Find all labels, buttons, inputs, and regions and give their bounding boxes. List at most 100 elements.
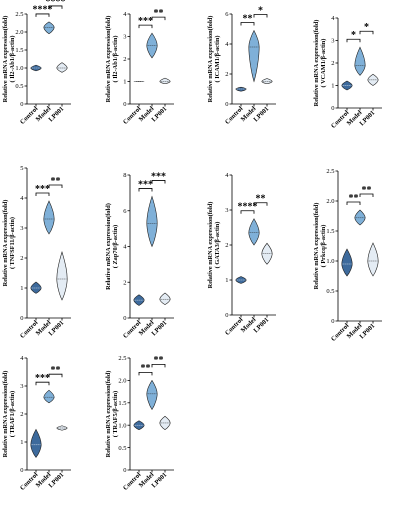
y-tick-label: 2.0: [326, 198, 334, 205]
violin-model: [44, 390, 54, 403]
significance-label: *: [351, 30, 356, 41]
y-tick-label: 0: [20, 101, 23, 108]
y-tick-label: 2.5: [15, 11, 23, 18]
y-axis-label: Relative mRNA expression(fold): [105, 203, 112, 290]
chart-panel: 00.51.01.52.02.5ControlModelLP001Relativ…: [313, 168, 382, 343]
y-tick-label: 2: [20, 255, 23, 262]
violin-lp001: [262, 79, 272, 84]
y-axis-label-gene: ( TNFSF11/β-actin): [9, 217, 16, 269]
y-tick-label: 1.0: [15, 65, 23, 72]
significance-label: ***: [35, 184, 50, 195]
x-category-label: LP001: [151, 471, 169, 489]
y-tick-label: 4: [20, 355, 24, 362]
violin-lp001: [160, 293, 170, 305]
x-category-label: LP001: [253, 316, 271, 334]
significance-label: **: [141, 363, 151, 374]
y-tick-label: 0: [123, 467, 126, 474]
y-tick-label: 3: [20, 383, 23, 390]
y-tick-label: 1: [225, 277, 228, 284]
y-tick-label: 0: [331, 105, 334, 112]
y-tick-label: 2: [225, 71, 228, 78]
y-tick-label: 2: [20, 411, 23, 418]
y-tick-label: 2.0: [15, 29, 23, 36]
significance-label: **: [362, 185, 372, 196]
violin-lp001: [368, 243, 378, 276]
violin-model: [44, 22, 54, 34]
x-category-label: LP001: [151, 105, 169, 123]
y-axis-label: Relative mRNA expression(fold): [313, 203, 320, 290]
y-tick-label: 0: [225, 312, 228, 319]
y-axis-label-gene: ( GATA3/β-actin): [214, 222, 221, 269]
significance-label: ****: [238, 202, 258, 213]
violin-lp001: [57, 252, 67, 300]
significance-label: ***: [138, 16, 153, 27]
violin-lp001: [57, 63, 67, 73]
y-axis-label-gene: ( Il2-Ab1/β-actin): [9, 36, 16, 83]
significance-label: *: [364, 22, 369, 33]
y-axis-label: Relative mRNA expression(fold): [207, 202, 214, 289]
y-axis-label: Relative mRNA expression(fold): [2, 371, 9, 458]
y-tick-label: 2: [225, 242, 228, 249]
y-tick-label: 0: [20, 315, 23, 322]
chart-panel: 00.51.01.52.02.5ControlModelLP001Relativ…: [2, 0, 71, 126]
x-category-label: LP001: [253, 105, 271, 123]
y-tick-label: 6: [225, 11, 229, 18]
y-tick-label: 4: [331, 15, 335, 22]
y-tick-label: 1: [123, 79, 126, 86]
y-axis-label-gene: ( TRAF5/β-actin): [112, 391, 119, 437]
violin-control: [31, 429, 41, 457]
x-category-label: LP001: [48, 105, 66, 123]
y-tick-label: 1.0: [118, 422, 126, 429]
violin-model: [147, 196, 157, 246]
y-tick-label: 8: [123, 172, 126, 179]
y-tick-label: 0.5: [118, 445, 126, 452]
y-tick-label: 1: [331, 83, 334, 90]
y-tick-label: 0: [225, 101, 228, 108]
significance-label: **: [51, 176, 61, 187]
y-tick-label: 4: [225, 41, 229, 48]
y-axis-label-gene: ( ICAM1/β-actin): [214, 36, 221, 83]
x-category-label: LP001: [359, 322, 377, 340]
y-tick-label: 3: [20, 225, 23, 232]
x-category-label: LP001: [48, 471, 66, 489]
y-tick-label: 0.5: [326, 288, 334, 295]
y-axis-label: Relative mRNA expression(fold): [105, 16, 112, 103]
y-axis-label-gene: ( Il2-Ab1/β-actin): [112, 36, 119, 83]
violin-model: [355, 47, 365, 75]
x-category-label: LP001: [359, 109, 377, 127]
significance-label: *: [258, 5, 263, 16]
violin-model: [44, 201, 54, 234]
significance-label: ***: [35, 373, 50, 384]
y-axis-label-gene: ( Prkcq/β-actin): [320, 225, 327, 268]
chart-panel: 00.51.01.52.02.5ControlModelLP001Relativ…: [105, 355, 174, 492]
x-category-label: LP001: [48, 319, 66, 337]
violin-model: [249, 31, 259, 82]
y-tick-label: 2: [123, 56, 126, 63]
significance-label: ****: [46, 0, 66, 8]
y-tick-label: 2: [123, 279, 126, 286]
y-axis-label: Relative mRNA expression(fold): [2, 200, 9, 287]
y-axis-label-gene: ( Zap70/β-actin): [112, 225, 119, 268]
y-tick-label: 2.5: [118, 355, 126, 362]
y-tick-label: 0.5: [15, 83, 23, 90]
y-tick-label: 3: [123, 34, 126, 41]
y-tick-label: 0: [20, 467, 23, 474]
y-tick-label: 6: [123, 208, 127, 215]
y-axis-label: Relative mRNA expression(fold): [2, 16, 9, 103]
significance-label: **: [349, 193, 359, 204]
y-tick-label: 1.0: [326, 258, 334, 265]
significance-label: ***: [151, 171, 166, 182]
violin-model: [355, 210, 365, 225]
y-axis-label: Relative mRNA expression(fold): [313, 20, 320, 107]
significance-label: **: [243, 13, 253, 24]
violin-lp001: [160, 78, 170, 84]
y-tick-label: 0: [123, 315, 126, 322]
y-tick-label: 4: [20, 195, 24, 202]
y-axis-label-gene: ( TRAF1/β-actin): [9, 391, 16, 437]
y-axis-label-gene: ( VCAM1/β-actin): [320, 39, 327, 88]
